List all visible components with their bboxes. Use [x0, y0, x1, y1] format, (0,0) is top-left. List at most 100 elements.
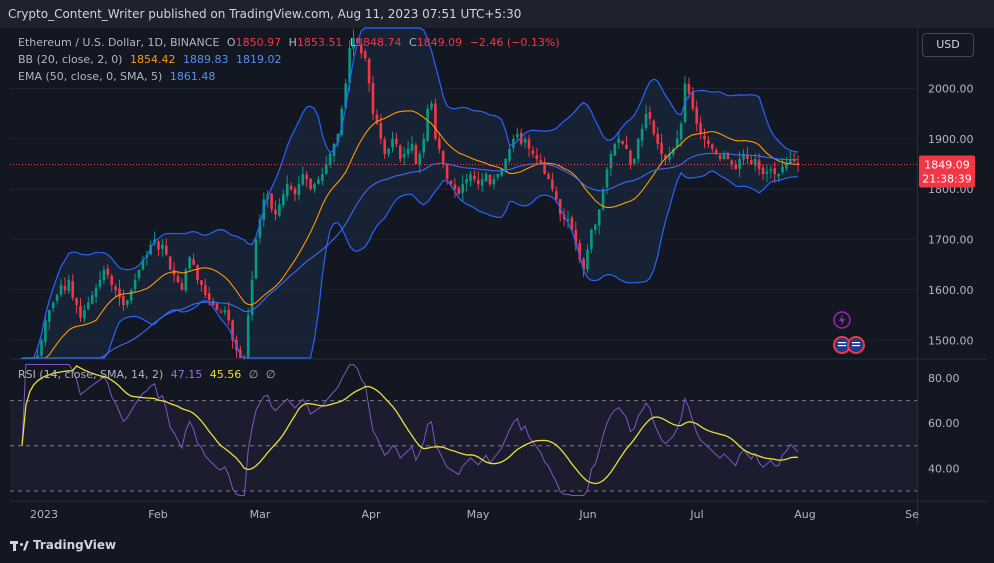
candle-body [254, 239, 258, 279]
candle-body [391, 138, 394, 148]
candle-body [114, 286, 117, 290]
candle-body [141, 259, 145, 270]
candle-body [258, 219, 262, 238]
candle-body [422, 138, 425, 153]
bb-basis-value: 1854.42 [129, 53, 176, 66]
candle-body [597, 209, 601, 226]
rsi-tick-label: 60.00 [928, 417, 960, 430]
candle-body [340, 108, 344, 135]
candle-body [207, 293, 211, 301]
tradingview-logo-text: TradingView [33, 538, 117, 552]
candle-body [578, 243, 581, 260]
rsi-ma-value: 45.56 [209, 368, 242, 381]
candle-body [781, 166, 784, 173]
candle-body [188, 257, 191, 269]
time-tick-label: Mar [250, 508, 271, 521]
candle-body [395, 138, 398, 144]
candle-body [539, 160, 542, 165]
rsi-tick-label: 40.00 [928, 462, 960, 475]
candle-body [617, 138, 620, 143]
candle-body [543, 164, 546, 175]
rsi-value: 47.15 [170, 368, 203, 381]
time-tick-label: Feb [148, 508, 167, 521]
candle-body [457, 187, 461, 195]
published-info: Crypto_Content_Writer published on Tradi… [8, 7, 522, 21]
axis-labels: 2000.001900.001800.001700.001600.001500.… [30, 82, 975, 521]
candle-body [184, 269, 188, 291]
candle-body [785, 164, 788, 169]
low-value: 1848.74 [356, 36, 402, 49]
candle-body [399, 145, 402, 159]
candle-body [375, 114, 379, 124]
candle-body [371, 82, 375, 114]
candle-body [168, 256, 172, 270]
candle-body [508, 148, 511, 161]
bb-lower-line [22, 170, 799, 359]
candle-body [126, 300, 129, 305]
candle-body [668, 153, 671, 160]
candle-body [348, 48, 351, 83]
candle-body [605, 169, 609, 188]
currency-button[interactable]: USD [922, 33, 974, 57]
candle-body [434, 103, 437, 139]
candle-body [644, 113, 648, 128]
publish-bar: Crypto_Content_Writer published on Tradi… [0, 0, 994, 28]
rsi-pane [10, 363, 917, 496]
candle-body [714, 149, 718, 154]
candle-body [71, 281, 74, 298]
lightning-glyph-icon [839, 314, 845, 326]
candle-body [722, 153, 726, 160]
candle-body [289, 186, 293, 190]
last-price-tag-bg [919, 155, 975, 188]
symbol-name: Ethereum / U.S. Dollar, 1D, BINANCE [18, 36, 220, 49]
candle-body [110, 275, 113, 285]
price-chart-svg[interactable]: 2000.001900.001800.001700.001600.001500.… [0, 0, 994, 530]
last-price-label: 1849.09 [924, 158, 970, 171]
candle-body [344, 83, 347, 108]
time-tick-label: Se [905, 508, 919, 521]
candle-body [418, 153, 422, 165]
candle-body [726, 153, 730, 159]
candle-body [691, 92, 695, 109]
candle-body [122, 296, 125, 306]
candle-body [40, 340, 43, 356]
candle-body [219, 311, 223, 313]
tradingview-logo[interactable]: TradingView [10, 538, 116, 552]
candle-body [270, 193, 273, 210]
candle-body [555, 191, 558, 200]
candle-body [734, 164, 737, 170]
flag-stripe [852, 345, 860, 347]
candle-body [765, 171, 769, 174]
high-label: H [288, 36, 297, 49]
price-axis-panel[interactable] [917, 28, 988, 525]
candle-body [570, 217, 574, 230]
candle-body [679, 123, 683, 140]
bb-upper-value: 1889.83 [182, 53, 229, 66]
candle-body [675, 138, 679, 148]
candle-body [757, 160, 761, 170]
low-label: L [349, 36, 356, 49]
time-tick-label: Jul [689, 508, 703, 521]
candle-body [586, 249, 589, 270]
candle-body [51, 302, 55, 309]
candle-body [211, 300, 215, 306]
candle-body [328, 153, 332, 165]
candle-body [633, 158, 636, 164]
candle-body [566, 219, 570, 222]
candle-body [250, 279, 254, 315]
candle-body [367, 58, 371, 84]
candle-body [94, 287, 98, 297]
candle-body [231, 320, 234, 341]
candle-body [282, 194, 285, 206]
candle-body [133, 279, 137, 290]
candle-body [402, 153, 406, 158]
tradingview-logo-icon [10, 540, 30, 551]
candle-body [738, 158, 741, 169]
candle-body [636, 138, 640, 160]
candle-body [410, 143, 414, 151]
candle-body [652, 120, 656, 134]
flag-stripe [838, 342, 846, 344]
candle-body [750, 160, 753, 165]
candle-body [441, 150, 445, 165]
